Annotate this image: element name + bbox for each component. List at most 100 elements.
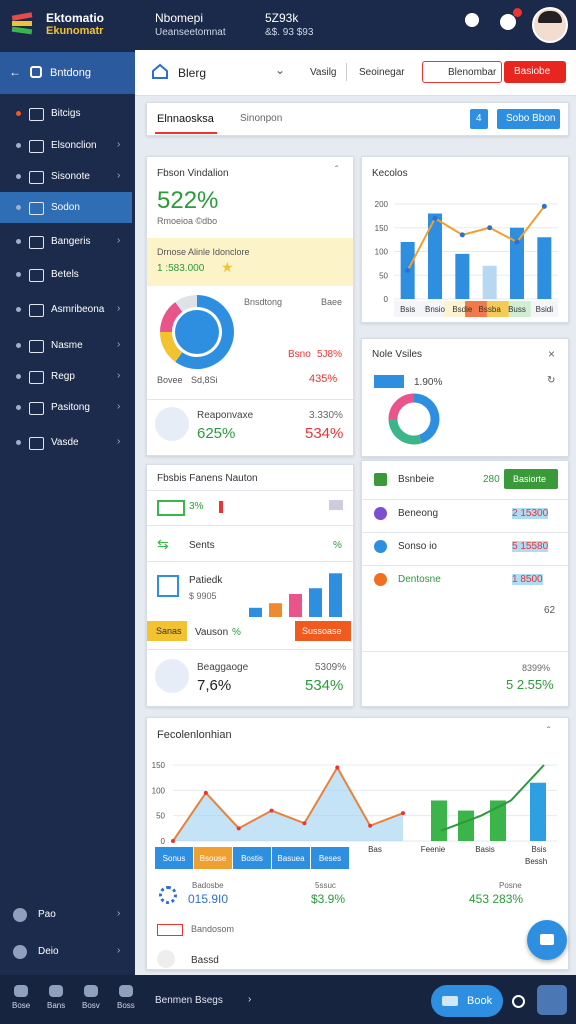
avatar[interactable] bbox=[532, 7, 568, 43]
user-icon[interactable] bbox=[537, 985, 567, 1015]
line-point bbox=[203, 790, 208, 795]
bar bbox=[428, 213, 442, 299]
bar-label: Bessh bbox=[525, 857, 547, 866]
line-point bbox=[459, 232, 465, 238]
menu-item[interactable]: Pasitong bbox=[51, 402, 90, 413]
stat-value: $3.9% bbox=[311, 892, 346, 906]
y-tick-label: 150 bbox=[152, 761, 166, 770]
menu-bullet bbox=[16, 143, 21, 148]
chat-button[interactable] bbox=[527, 920, 567, 960]
bottom-icon[interactable] bbox=[119, 985, 133, 997]
collapse-icon[interactable]: ˆ bbox=[547, 726, 551, 737]
yellow-tag: Sanas bbox=[147, 621, 187, 641]
home-icon[interactable] bbox=[151, 63, 169, 79]
header bbox=[0, 0, 576, 50]
footer-icon bbox=[13, 908, 27, 922]
button-label: Basiorte bbox=[513, 474, 547, 484]
sidebar bbox=[0, 50, 135, 975]
menu-chevron: › bbox=[117, 303, 121, 314]
donut-segment bbox=[175, 295, 198, 312]
menu-item[interactable]: Betels bbox=[51, 269, 79, 280]
metric-label: Beaggaoge bbox=[197, 662, 249, 673]
row-value: % bbox=[333, 540, 342, 551]
bar bbox=[458, 810, 474, 841]
list-footer-value: 5 2.55% bbox=[506, 677, 554, 692]
y-tick-label: 100 bbox=[375, 248, 389, 257]
icon-button-label: 4 bbox=[476, 113, 482, 124]
menu-icon bbox=[29, 108, 44, 121]
menu-item[interactable]: Sodon bbox=[51, 202, 80, 213]
legend-tag[interactable] bbox=[311, 847, 349, 869]
legend-tag[interactable] bbox=[272, 847, 310, 869]
row-icon bbox=[374, 573, 387, 586]
collapse-icon[interactable]: ˆ bbox=[335, 165, 339, 176]
menu-item[interactable]: Elsonclion bbox=[51, 140, 97, 151]
toolbar-button-red[interactable]: Basiobe bbox=[504, 61, 566, 83]
bottom-icon[interactable] bbox=[49, 985, 63, 997]
donut-chart bbox=[388, 393, 440, 445]
menu-item[interactable]: Bangeris bbox=[51, 236, 91, 247]
stat-value: 015.9I0 bbox=[188, 892, 229, 906]
line-point bbox=[514, 239, 520, 245]
divider bbox=[362, 565, 568, 566]
orange-button[interactable]: Sussoase bbox=[295, 621, 351, 641]
chat-icon bbox=[540, 934, 554, 945]
row-value: 1 8500 bbox=[512, 574, 543, 585]
x-tick-label: Basis bbox=[475, 845, 495, 854]
toolbar-menu[interactable]: Vasilg bbox=[310, 67, 337, 78]
legend-label: Basuea bbox=[277, 854, 305, 863]
x-label-highlight bbox=[486, 301, 509, 317]
footer-item[interactable]: Pao bbox=[38, 909, 56, 920]
bottom-icon[interactable] bbox=[14, 985, 28, 997]
menu-item[interactable]: Sisonote bbox=[51, 171, 90, 182]
card-title: Fbsbis Fanens Nauton bbox=[157, 473, 258, 484]
bottom-button[interactable]: Book bbox=[431, 985, 503, 1017]
bar bbox=[482, 265, 497, 299]
toolbar-menu[interactable]: Seoinegar bbox=[359, 67, 405, 78]
search-icon[interactable] bbox=[512, 995, 525, 1008]
card-title: Nole Vsiles bbox=[372, 349, 423, 360]
legend-tag[interactable] bbox=[233, 847, 271, 869]
close-icon[interactable]: × bbox=[548, 347, 556, 361]
toolbar-button[interactable]: Blenombar bbox=[422, 61, 502, 83]
menu-item[interactable]: Vasde bbox=[51, 437, 79, 448]
header-stat: 5Z93k bbox=[265, 11, 299, 25]
divider bbox=[362, 651, 568, 652]
y-tick-label: 0 bbox=[161, 837, 166, 846]
legend-tag[interactable] bbox=[155, 847, 193, 869]
donut-segment bbox=[175, 295, 234, 369]
metric-value: 534% bbox=[305, 677, 344, 694]
bottom-center: Benmen Bsegs bbox=[155, 995, 223, 1006]
x-tick-label: Bas bbox=[368, 845, 382, 854]
bottom-icon[interactable] bbox=[84, 985, 98, 997]
settings-icon[interactable] bbox=[465, 13, 479, 27]
tab[interactable]: Sinonpon bbox=[240, 113, 283, 124]
row-icon bbox=[157, 500, 185, 516]
row-toggle[interactable] bbox=[329, 500, 343, 510]
list-button[interactable]: Basiorte bbox=[504, 469, 558, 489]
footer-item[interactable]: Deio bbox=[38, 946, 59, 957]
bar bbox=[537, 237, 552, 299]
row-label: Bsnbeie bbox=[398, 474, 435, 485]
tab-button[interactable]: Sobo Bbon bbox=[497, 109, 560, 129]
menu-item[interactable]: Regp bbox=[51, 371, 75, 382]
refresh-icon[interactable]: ↻ bbox=[547, 375, 556, 386]
menu-item[interactable]: Bitcigs bbox=[51, 108, 81, 119]
icon-button[interactable]: 4 bbox=[470, 109, 488, 129]
menu-item[interactable]: Asmribeona bbox=[51, 304, 105, 315]
sidebar-back-label[interactable]: Bntdong bbox=[50, 67, 91, 79]
notification-icon[interactable] bbox=[500, 14, 516, 30]
sidebar-back[interactable] bbox=[0, 52, 135, 94]
y-tick-label: 0 bbox=[384, 295, 389, 304]
tab-active[interactable]: Elnnaosksa bbox=[157, 113, 214, 125]
dropdown-chevron[interactable]: ⌄ bbox=[275, 63, 286, 77]
line-point bbox=[269, 808, 274, 813]
menu-chevron: › bbox=[117, 945, 121, 956]
metric-label: 5309% bbox=[315, 662, 347, 673]
bar bbox=[490, 800, 506, 841]
bottom-button-label: Book bbox=[467, 995, 493, 1007]
row-icon bbox=[374, 473, 387, 486]
menu-item[interactable]: Nasme bbox=[51, 340, 83, 351]
legend-tag[interactable] bbox=[194, 847, 232, 869]
nole-card: Nole Vsiles × 1.90% ↻ bbox=[361, 338, 569, 457]
